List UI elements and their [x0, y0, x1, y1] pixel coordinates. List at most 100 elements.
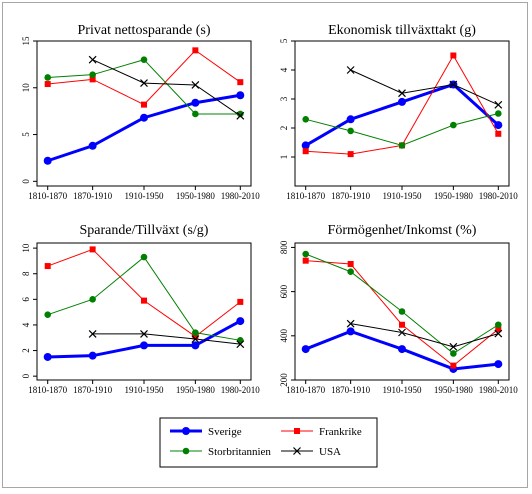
data-point [398, 89, 406, 98]
data-point [89, 71, 96, 78]
x-tick-label: 1870-1910 [73, 191, 112, 201]
data-point [89, 76, 96, 83]
data-point [495, 321, 502, 329]
data-point [192, 333, 199, 340]
data-point [44, 311, 51, 319]
panel-title: Förmögenhet/Inkomst (%) [328, 223, 477, 238]
data-point [302, 116, 310, 123]
data-point [495, 326, 502, 333]
series-frankrike [44, 246, 244, 340]
panel-2: Ekonomisk tillväxttakt (g) 1 2 3 4 5 1810-1870… [279, 23, 518, 201]
series-line [92, 59, 241, 117]
data-point [236, 340, 245, 349]
series-usa [346, 66, 503, 109]
data-point [398, 345, 406, 354]
data-point [494, 100, 503, 109]
x-tick-label: 1910-1950 [383, 191, 422, 201]
data-point [301, 345, 310, 354]
data-point [398, 308, 406, 315]
series-frankrike [302, 257, 502, 369]
legend-label: Storbritannien [208, 446, 271, 458]
legend-entry-frankrike: Frankrike [281, 426, 362, 438]
legend-entry-storbritannien: Storbritannien [170, 446, 271, 458]
y-tick-label: 5 [21, 132, 31, 137]
series-usa [88, 55, 245, 120]
data-point [450, 52, 457, 59]
legend-marker [294, 428, 300, 434]
data-point [347, 127, 354, 135]
y-tick-label: 600 [279, 284, 289, 298]
data-point [43, 156, 52, 165]
data-point [236, 317, 245, 326]
legend: Sverige Frankrike Storbritannien USA [159, 417, 378, 468]
x-tick-label: 1980-2010 [221, 385, 260, 395]
data-point [140, 329, 148, 338]
x-tick-label: 1870-1910 [73, 385, 112, 395]
data-point [346, 319, 355, 328]
data-point [449, 342, 458, 351]
data-point [140, 79, 148, 88]
data-point [44, 263, 51, 270]
y-tick-label: 6 [21, 297, 31, 302]
series-line [47, 319, 242, 359]
panel-title: Sparande/Tillväxt (s/g) [80, 223, 209, 238]
plot-area [294, 40, 510, 187]
data-point [141, 101, 147, 108]
data-point [89, 296, 96, 303]
data-point [192, 47, 199, 54]
y-tick-label: 8 [21, 271, 31, 276]
x-tick-label: 1950-1980 [176, 191, 215, 201]
y-tick-label: 400 [279, 329, 289, 343]
data-point [88, 351, 97, 360]
x-tick-label: 1810-1870 [286, 385, 325, 395]
data-point [398, 328, 406, 337]
x-tick-label: 1980-2010 [479, 385, 518, 395]
data-point [191, 335, 200, 343]
legend-label: Sverige [208, 426, 242, 438]
data-point [346, 66, 355, 74]
data-point [449, 80, 458, 89]
legend-entry-usa: USA [281, 446, 341, 458]
data-point [347, 151, 354, 158]
legend-label: Frankrike [319, 426, 362, 438]
y-tick-label: 0 [21, 179, 31, 184]
x-tick-label: 1810-1870 [286, 191, 325, 201]
data-point [237, 79, 244, 86]
data-point [236, 111, 245, 120]
data-point [237, 110, 244, 118]
y-tick-label: 800 [279, 240, 289, 254]
data-point [302, 250, 310, 258]
x-tick-label: 1980-2010 [479, 191, 518, 201]
series-line [350, 323, 499, 348]
plot-area [36, 242, 252, 381]
series-sverige [43, 91, 245, 165]
data-point [346, 115, 355, 124]
legend-entry-sverige: Sverige [170, 426, 242, 438]
y-tick-label: 15 [21, 36, 31, 46]
series-line [92, 333, 241, 345]
data-point [346, 327, 355, 336]
data-point [191, 341, 200, 350]
data-point [191, 98, 200, 107]
data-point [236, 91, 245, 100]
x-tick-label: 1980-2010 [221, 191, 260, 201]
data-point [237, 298, 244, 305]
data-point [398, 142, 406, 149]
data-point [192, 110, 199, 118]
series-usa [88, 329, 245, 349]
panel-1: Privat nettosparande (s) 0 5 10 15 1810-1870 1… [21, 23, 260, 201]
data-point [495, 130, 502, 137]
data-point [399, 321, 405, 328]
legend-box [159, 417, 378, 468]
legend-marker [182, 427, 190, 435]
series-line [47, 248, 241, 338]
series-frankrike [44, 47, 244, 108]
x-tick-label: 1870-1910 [331, 385, 370, 395]
x-tick-label: 1910-1950 [125, 191, 164, 201]
panel-4: Förmögenhet/Inkomst (%) 200 400 600 800 1810-… [279, 223, 518, 395]
y-tick-label: 2 [279, 126, 289, 131]
data-point [398, 97, 406, 106]
data-point [494, 329, 503, 338]
data-point [44, 81, 51, 88]
